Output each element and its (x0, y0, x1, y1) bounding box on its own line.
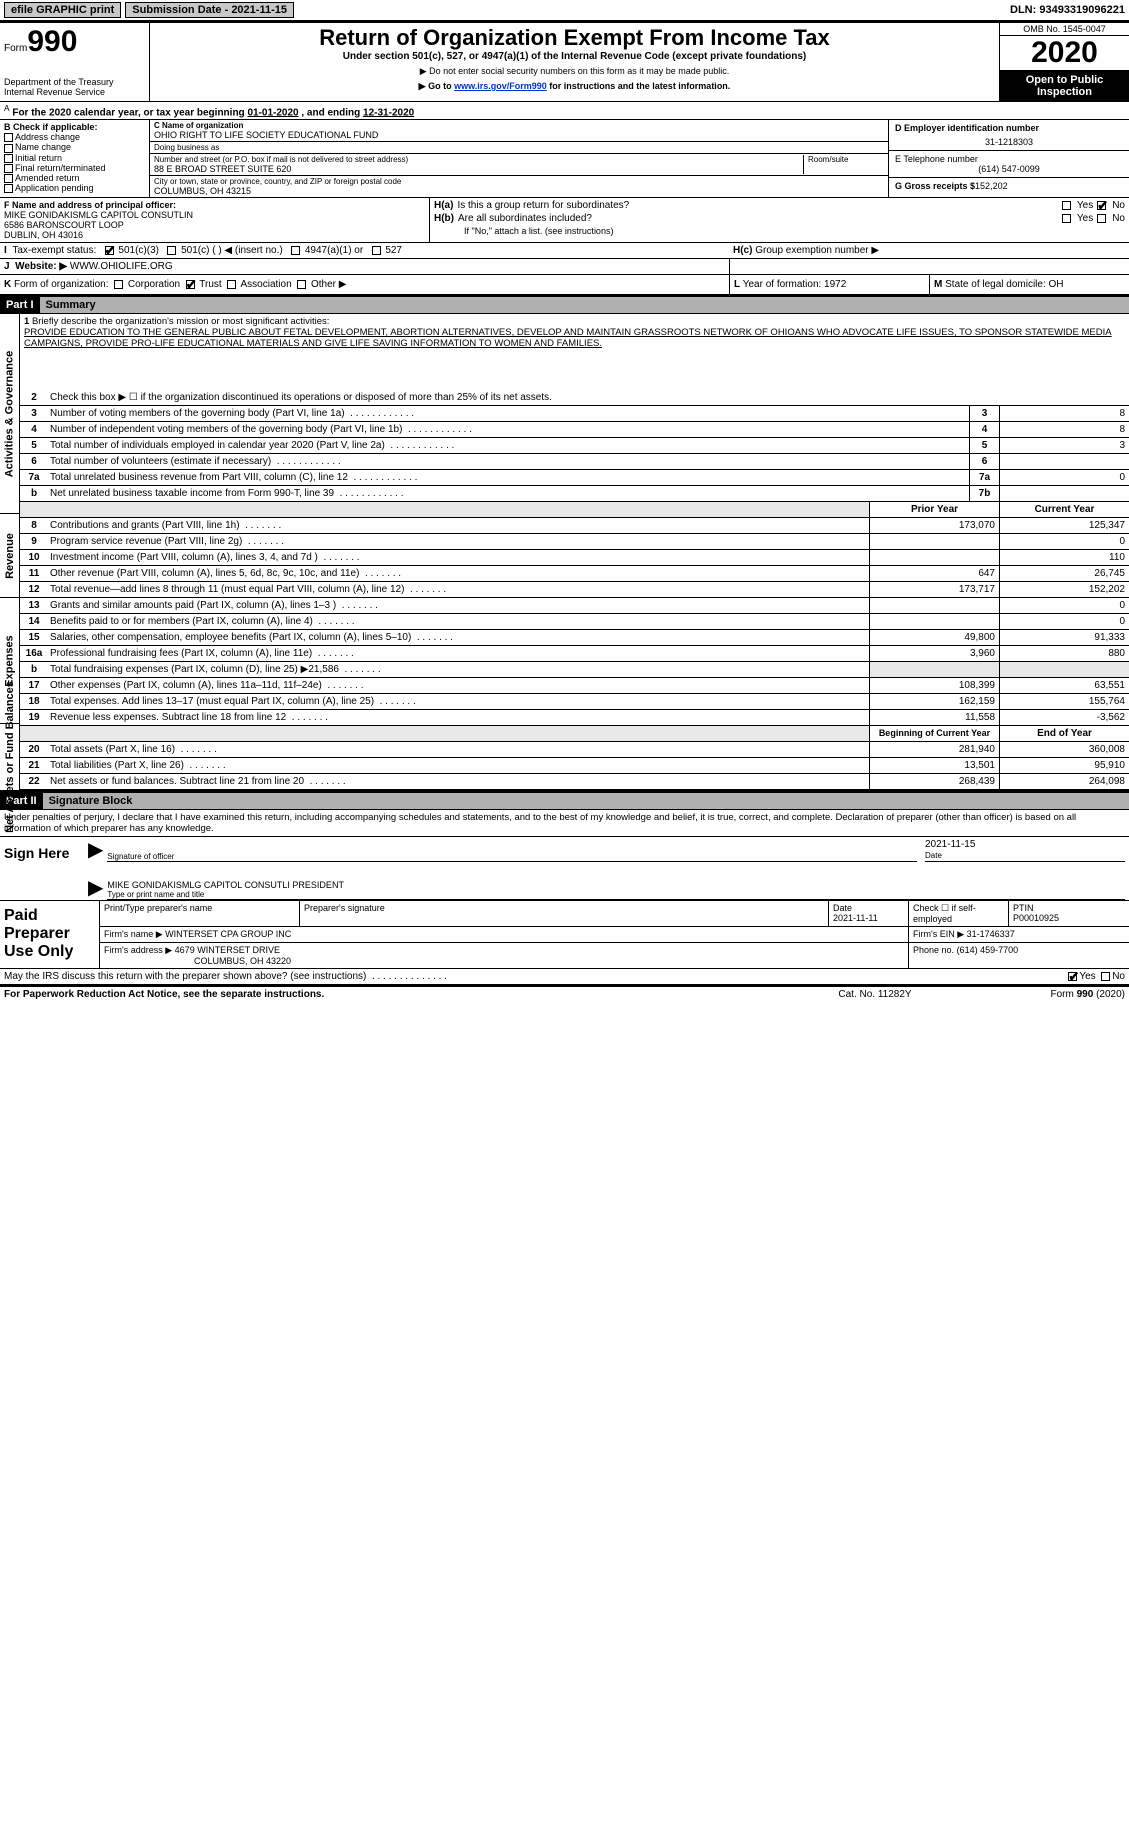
summary-line: 11Other revenue (Part VIII, column (A), … (20, 566, 1129, 582)
summary-line: 16aProfessional fundraising fees (Part I… (20, 646, 1129, 662)
501c3-checkbox (105, 246, 114, 255)
discuss-row: May the IRS discuss this return with the… (0, 969, 1129, 987)
summary-line: 13Grants and similar amounts paid (Part … (20, 598, 1129, 614)
vertical-tabs: Activities & Governance Revenue Expenses… (0, 314, 20, 790)
summary-line: 14Benefits paid to or for members (Part … (20, 614, 1129, 630)
summary-line: 10Investment income (Part VIII, column (… (20, 550, 1129, 566)
sign-here-block: Sign Here ▶ Signature of officer 2021-11… (0, 837, 1129, 901)
dln: DLN: 93493319096221 (1010, 4, 1125, 16)
open-inspection: Open to Public Inspection (1000, 71, 1129, 101)
summary-line: 9Program service revenue (Part VIII, lin… (20, 534, 1129, 550)
summary-line: bNet unrelated business taxable income f… (20, 486, 1129, 502)
footer-row: For Paperwork Reduction Act Notice, see … (0, 987, 1129, 1002)
no-checkbox (1097, 201, 1106, 210)
part-ii-header: Part II Signature Block (0, 790, 1129, 810)
summary-line: 21Total liabilities (Part X, line 26) . … (20, 758, 1129, 774)
link-note: ▶ Go to www.irs.gov/Form990 for instruct… (154, 81, 995, 92)
form-number: Form990 (4, 25, 145, 59)
paid-preparer-block: Paid Preparer Use Only Print/Type prepar… (0, 901, 1129, 969)
summary-line: 6Total number of volunteers (estimate if… (20, 454, 1129, 470)
part-i-header: Part I Summary (0, 297, 1129, 314)
section-i-tax-status: I Tax-exempt status: 501(c)(3) 501(c) ( … (0, 243, 1129, 259)
irs-label: Internal Revenue Service (4, 87, 145, 97)
summary-line: 5Total number of individuals employed in… (20, 438, 1129, 454)
arrow-icon: ▶ (84, 875, 107, 900)
summary-line: bTotal fundraising expenses (Part IX, co… (20, 662, 1129, 678)
summary-line: 7aTotal unrelated business revenue from … (20, 470, 1129, 486)
summary-line: 17Other expenses (Part IX, column (A), l… (20, 678, 1129, 694)
form-title: Return of Organization Exempt From Incom… (154, 25, 995, 51)
omb-number: OMB No. 1545-0047 (1000, 23, 1129, 36)
summary-line: 8Contributions and grants (Part VIII, li… (20, 518, 1129, 534)
dept-treasury: Department of the Treasury (4, 77, 145, 87)
summary-line: 15Salaries, other compensation, employee… (20, 630, 1129, 646)
telephone: (614) 547-0099 (895, 164, 1123, 174)
city-state-zip: COLUMBUS, OH 43215 (154, 186, 884, 196)
submission-date: Submission Date - 2021-11-15 (125, 2, 294, 18)
check-applicable: B Check if applicable: Address change Na… (0, 120, 150, 197)
declaration: Under penalties of perjury, I declare th… (0, 810, 1129, 837)
summary-line: 22Net assets or fund balances. Subtract … (20, 774, 1129, 790)
section-f-h: F Name and address of principal officer:… (0, 198, 1129, 243)
form-subtitle: Under section 501(c), 527, or 4947(a)(1)… (154, 51, 995, 62)
org-info: C Name of organization OHIO RIGHT TO LIF… (150, 120, 889, 197)
ssn-note: ▶ Do not enter social security numbers o… (154, 66, 995, 77)
address: 88 E BROAD STREET SUITE 620 (154, 164, 799, 174)
form-header: Form990 Department of the Treasury Inter… (0, 20, 1129, 101)
summary-line: 18Total expenses. Add lines 13–17 (must … (20, 694, 1129, 710)
website: WWW.OHIOLIFE.ORG (70, 261, 173, 272)
summary-line: 19Revenue less expenses. Subtract line 1… (20, 710, 1129, 726)
summary-line: 20Total assets (Part X, line 16) . . . .… (20, 742, 1129, 758)
summary-line: 12Total revenue—add lines 8 through 11 (… (20, 582, 1129, 598)
section-b-c-d: B Check if applicable: Address change Na… (0, 120, 1129, 198)
efile-button[interactable]: efile GRAPHIC print (4, 2, 121, 18)
irs-link[interactable]: www.irs.gov/Form990 (454, 81, 547, 91)
ein: 31-1218303 (895, 137, 1123, 147)
tax-year-row: A For the 2020 calendar year, or tax yea… (0, 101, 1129, 120)
mission-text: PROVIDE EDUCATION TO THE GENERAL PUBLIC … (24, 327, 1125, 349)
col-d-e-g: D Employer identification number 31-1218… (889, 120, 1129, 197)
yes-checkbox (1068, 972, 1077, 981)
section-j-website: J Website: ▶ WWW.OHIOLIFE.ORG (0, 259, 1129, 275)
mission-block: 1 Briefly describe the organization's mi… (20, 314, 1129, 390)
trust-checkbox (186, 280, 195, 289)
org-name: OHIO RIGHT TO LIFE SOCIETY EDUCATIONAL F… (154, 130, 884, 140)
arrow-icon: ▶ (84, 837, 107, 862)
gross-receipts: 152,202 (975, 181, 1008, 191)
tax-year: 2020 (1000, 36, 1129, 71)
section-k-form-org: K Form of organization: Corporation Trus… (0, 275, 1129, 297)
summary-line: 4Number of independent voting members of… (20, 422, 1129, 438)
summary-line: 3Number of voting members of the governi… (20, 406, 1129, 422)
topbar: efile GRAPHIC print Submission Date - 20… (0, 0, 1129, 20)
summary-body: Activities & Governance Revenue Expenses… (0, 314, 1129, 790)
